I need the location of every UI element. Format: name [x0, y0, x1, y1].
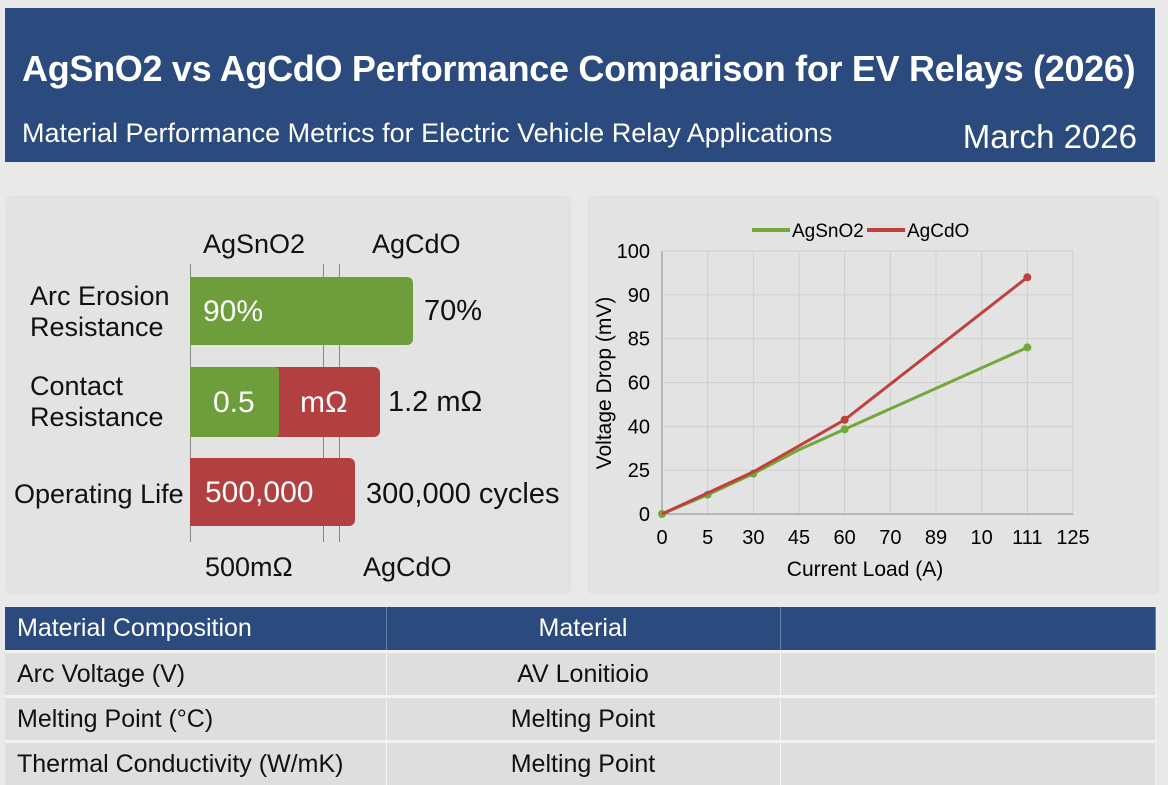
- table-header: Material Composition: [5, 607, 387, 652]
- data-point-agsno2: [1023, 343, 1031, 351]
- table-cell: [781, 742, 1156, 785]
- x-tick-label: 111: [1012, 527, 1042, 549]
- table-row: Thermal Conductivity (W/mK) Melting Poin…: [5, 742, 1156, 785]
- y-tick-label: 85: [628, 329, 650, 351]
- y-axis-label: Voltage Drop (mV): [593, 297, 616, 470]
- y-tick-label: 40: [628, 416, 650, 438]
- line-chart: 0 5 30 45 60 70 89 10 111 125 0 25 40 60 85 90 100 Curre…: [0, 0, 1168, 600]
- y-tick-label: 60: [628, 373, 650, 395]
- table-cell: Arc Voltage (V): [5, 652, 387, 697]
- table-header: Material: [387, 607, 781, 652]
- table-cell: Melting Point (°C): [5, 697, 387, 742]
- x-tick-label: 10: [971, 527, 993, 549]
- material-table: Material Composition Material Arc Voltag…: [5, 607, 1156, 785]
- table-row: Melting Point (°C) Melting Point: [5, 697, 1156, 742]
- x-tick-label: 70: [879, 527, 901, 549]
- y-tick-label: 90: [628, 285, 650, 307]
- x-tick-label: 0: [656, 527, 667, 549]
- y-tick-label: 0: [639, 504, 650, 526]
- y-tick-label: 100: [617, 241, 650, 263]
- x-tick-label: 89: [925, 527, 947, 549]
- table-cell: Melting Point: [387, 697, 781, 742]
- table-row: Arc Voltage (V) AV Lonitioio: [5, 652, 1156, 697]
- y-tick-label: 25: [628, 460, 650, 482]
- x-tick-label: 125: [1056, 527, 1089, 549]
- data-point-agsno2: [841, 425, 849, 433]
- table-cell: Melting Point: [387, 742, 781, 785]
- x-axis-label: Current Load (A): [787, 558, 943, 581]
- x-tick-label: 5: [702, 527, 713, 549]
- data-point-agcdo: [1023, 273, 1031, 281]
- x-tick-label: 60: [834, 527, 856, 549]
- legend-label: AgCdO: [907, 221, 969, 242]
- table-cell: AV Lonitioio: [387, 652, 781, 697]
- legend-label: AgSnO2: [792, 221, 864, 242]
- x-tick-label: 30: [742, 527, 764, 549]
- table-cell: [781, 652, 1156, 697]
- table-cell: [781, 697, 1156, 742]
- table-cell: Thermal Conductivity (W/mK): [5, 742, 387, 785]
- data-point-agcdo: [841, 416, 849, 424]
- table-header: [781, 607, 1156, 652]
- x-tick-label: 45: [788, 527, 810, 549]
